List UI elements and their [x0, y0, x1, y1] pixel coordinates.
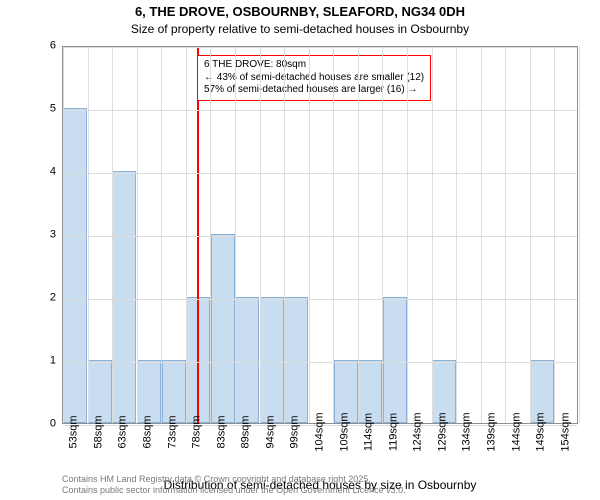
- gridline-h: [63, 47, 577, 48]
- credits-line-2: Contains public sector information licen…: [62, 485, 406, 495]
- annotation-line-1: 6 THE DROVE: 80sqm: [204, 59, 306, 70]
- gridline-h: [63, 362, 577, 363]
- reference-line: [197, 47, 199, 423]
- x-tick-label: 154sqm: [560, 408, 571, 451]
- gridline-v: [161, 47, 162, 423]
- x-tick-label: 63sqm: [118, 411, 129, 448]
- credits-line-1: Contains HM Land Registry data © Crown c…: [62, 474, 371, 484]
- gridline-v: [88, 47, 89, 423]
- gridline-v: [505, 47, 506, 423]
- gridline-v: [554, 47, 555, 423]
- gridline-h: [63, 299, 577, 300]
- y-tick-label: 0: [26, 419, 56, 430]
- gridline-v: [309, 47, 310, 423]
- x-tick-label: 114sqm: [364, 409, 375, 451]
- x-tick-label: 134sqm: [462, 408, 473, 451]
- y-tick-label: 6: [26, 41, 56, 52]
- x-tick-label: 144sqm: [511, 408, 522, 451]
- y-tick-label: 5: [26, 104, 56, 115]
- gridline-v: [63, 47, 64, 423]
- gridline-v: [210, 47, 211, 423]
- gridline-v: [456, 47, 457, 423]
- credits-text: Contains HM Land Registry data © Crown c…: [62, 474, 578, 497]
- gridline-v: [284, 47, 285, 423]
- gridline-v: [579, 47, 580, 423]
- gridline-v: [530, 47, 531, 423]
- x-tick-label: 73sqm: [167, 411, 178, 448]
- x-tick-label: 124sqm: [413, 408, 424, 451]
- gridline-v: [358, 47, 359, 423]
- y-tick-label: 4: [26, 167, 56, 178]
- bar: [284, 297, 308, 423]
- gridline-v: [407, 47, 408, 423]
- x-tick-label: 139sqm: [487, 408, 498, 451]
- x-tick-label: 99sqm: [290, 411, 301, 448]
- gridline-v: [260, 47, 261, 423]
- x-tick-label: 83sqm: [216, 411, 227, 448]
- gridline-v: [235, 47, 236, 423]
- x-tick-label: 68sqm: [143, 411, 154, 448]
- x-tick-label: 129sqm: [437, 408, 448, 451]
- x-tick-label: 94sqm: [265, 411, 276, 448]
- x-tick-label: 119sqm: [388, 409, 399, 451]
- x-tick-label: 58sqm: [93, 411, 104, 448]
- x-tick-label: 104sqm: [315, 408, 326, 451]
- gridline-v: [481, 47, 482, 423]
- bar: [235, 297, 259, 423]
- x-tick-label: 89sqm: [241, 411, 252, 448]
- gridline-v: [432, 47, 433, 423]
- x-tick-label: 78sqm: [192, 411, 203, 448]
- y-tick-label: 2: [26, 293, 56, 304]
- bar: [211, 234, 235, 423]
- bar: [383, 297, 407, 423]
- gridline-h: [63, 236, 577, 237]
- annotation-box: 6 THE DROVE: 80sqm ← 43% of semi-detache…: [197, 55, 431, 101]
- bars-layer: [63, 47, 577, 423]
- page-title: 6, THE DROVE, OSBOURNBY, SLEAFORD, NG34 …: [0, 4, 600, 19]
- bar: [63, 108, 87, 423]
- y-tick-label: 3: [26, 230, 56, 241]
- bar: [112, 171, 136, 423]
- annotation-line-3: 57% of semi-detached houses are larger (…: [204, 84, 417, 95]
- annotation-line-2: ← 43% of semi-detached houses are smalle…: [204, 72, 424, 83]
- gridline-v: [382, 47, 383, 423]
- y-tick-label: 1: [26, 356, 56, 367]
- gridline-h: [63, 110, 577, 111]
- x-tick-label: 109sqm: [339, 408, 350, 451]
- bar: [260, 297, 284, 423]
- gridline-h: [63, 173, 577, 174]
- gridline-v: [333, 47, 334, 423]
- x-tick-label: 53sqm: [69, 411, 80, 448]
- gridline-v: [112, 47, 113, 423]
- x-tick-label: 149sqm: [536, 408, 547, 451]
- page-subtitle: Size of property relative to semi-detach…: [0, 22, 600, 36]
- gridline-v: [137, 47, 138, 423]
- chart-plot-area: 6 THE DROVE: 80sqm ← 43% of semi-detache…: [62, 46, 578, 424]
- gridline-v: [186, 47, 187, 423]
